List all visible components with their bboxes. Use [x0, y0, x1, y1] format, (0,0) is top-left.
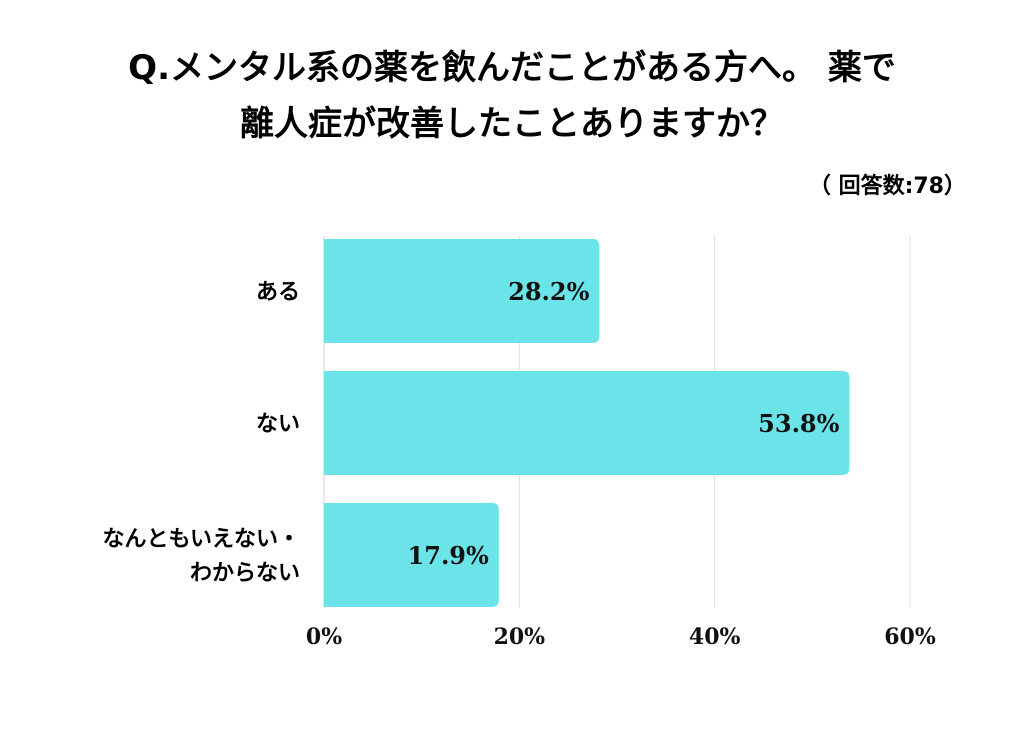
category-label-1: ない	[256, 412, 300, 437]
category-label-2-line-1: わからない	[190, 561, 300, 586]
chart-title-line-1: Q.メンタル系の薬を飲んだことがある方へ。 薬で	[128, 48, 896, 88]
chart-title-line-2: 離人症が改善したことありますか？	[240, 104, 784, 144]
x-tick-label-3: 60%	[884, 624, 936, 650]
bar-1	[324, 371, 850, 475]
bar-0	[324, 239, 600, 343]
bar-value-label-2: 17.9%	[408, 541, 489, 570]
x-tick-label-2: 40%	[689, 624, 741, 650]
bar-2	[324, 503, 499, 607]
chart-title: Q.メンタル系の薬を飲んだことがある方へ。 薬で 離人症が改善したことありますか…	[0, 40, 1024, 152]
bar-value-label-0: 28.2%	[508, 277, 589, 306]
bar-value-label-1: 53.8%	[758, 409, 839, 438]
category-label-0: ある	[256, 280, 300, 305]
x-tick-label-1: 20%	[494, 624, 546, 650]
respondent-count: （ 回答数:78）	[808, 174, 966, 199]
category-label-2-line-0: なんともいえない・	[102, 527, 300, 552]
x-tick-label-0: 0%	[306, 624, 342, 650]
